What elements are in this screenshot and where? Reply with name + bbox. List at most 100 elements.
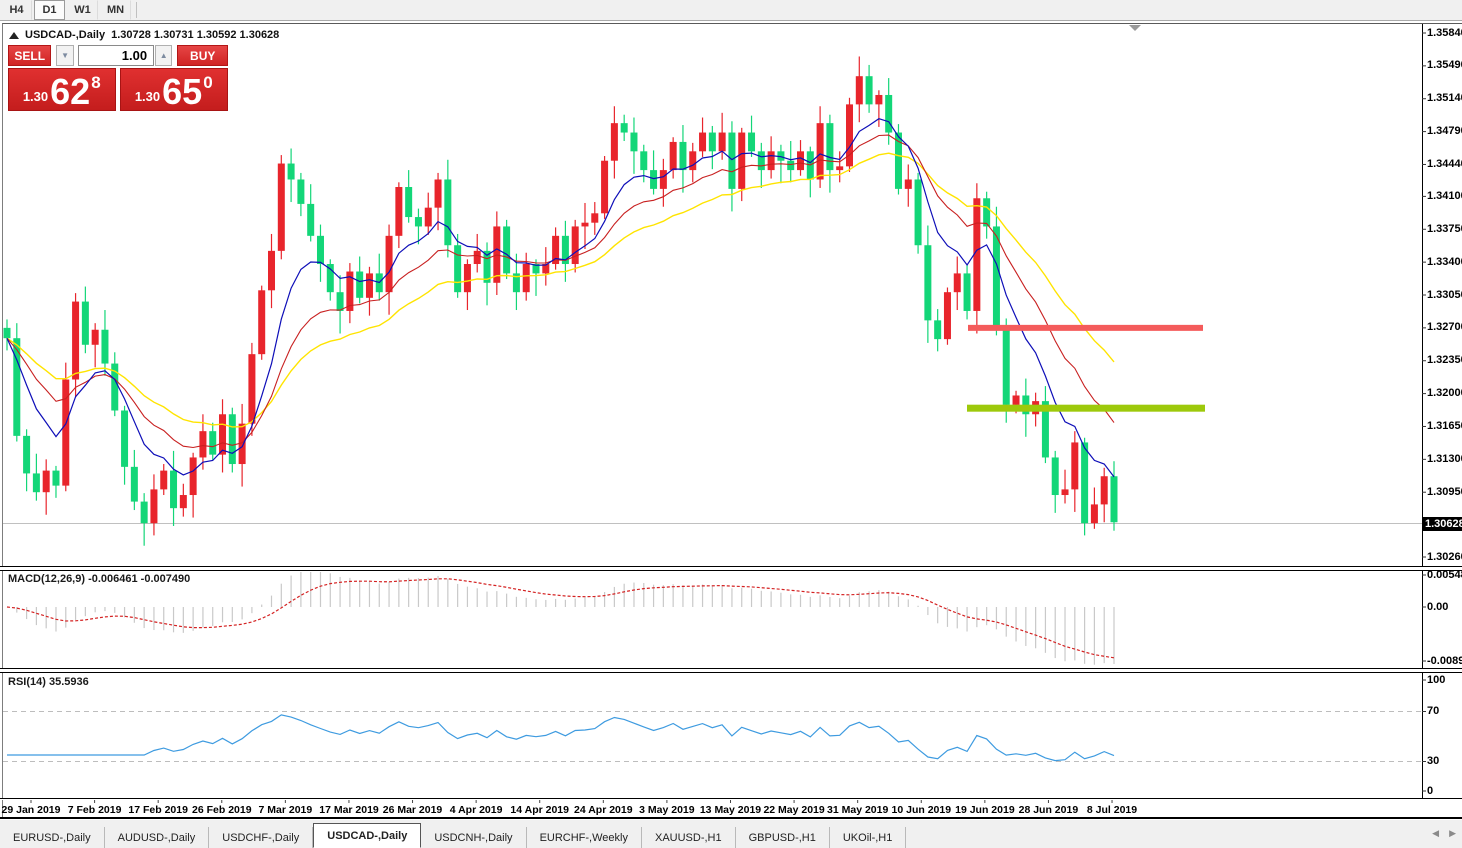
buy-price-box[interactable]: 1.30 65 0 xyxy=(119,68,228,112)
candle-body xyxy=(228,414,236,465)
candle-body xyxy=(767,151,775,171)
candle-body xyxy=(248,354,256,424)
candle-body xyxy=(963,273,971,311)
price-axis-tick: 1.32350 xyxy=(1427,354,1462,367)
spinner-up-icon: ▲ xyxy=(159,51,168,60)
candle-body xyxy=(346,271,354,311)
timeframe-button-d1[interactable]: D1 xyxy=(34,0,65,20)
candle-body xyxy=(983,198,991,227)
candle-body xyxy=(395,187,403,236)
date-axis-label: 8 Jul 2019 xyxy=(1086,804,1138,816)
tab-scroll-right-icon[interactable]: ▶ xyxy=(1449,828,1456,838)
volume-increase-button[interactable]: ▲ xyxy=(155,45,173,66)
sell-price-box[interactable]: 1.30 62 8 xyxy=(8,68,116,111)
candle-body xyxy=(1110,476,1118,523)
candle-body xyxy=(894,132,902,189)
candle-body xyxy=(454,245,462,293)
chart-window-border xyxy=(2,23,1462,820)
candle-body xyxy=(787,160,795,171)
candle-body xyxy=(973,198,981,311)
tabbar-divider xyxy=(0,817,1462,819)
candle-body xyxy=(32,473,40,493)
candle-body xyxy=(875,94,883,105)
tab-scroll-controls: ◀ ▶ xyxy=(1432,828,1456,839)
price-axis-tick: 1.34790 xyxy=(1427,125,1462,138)
tab-audusd-daily[interactable]: AUDUSD-,Daily xyxy=(105,827,210,848)
date-axis-label: 14 Apr 2019 xyxy=(510,804,569,816)
date-axis-label: 7 Mar 2019 xyxy=(258,804,313,816)
panel-separator[interactable] xyxy=(0,668,1462,673)
date-axis-label: 4 Apr 2019 xyxy=(449,804,503,816)
rsi-line xyxy=(7,714,1115,762)
volume-decrease-button[interactable]: ▼ xyxy=(56,45,74,66)
resistance-hline[interactable] xyxy=(968,324,1203,331)
candle-body xyxy=(650,170,658,189)
candle-body xyxy=(522,264,530,293)
tab-usdcad-daily[interactable]: USDCAD-,Daily xyxy=(313,823,422,848)
tab-gbpusd-h1[interactable]: GBPUSD-,H1 xyxy=(736,827,830,848)
candle-body xyxy=(219,414,227,455)
candle-body xyxy=(1061,489,1069,496)
sell-price-prefix: 1.30 xyxy=(22,89,49,104)
candle-body xyxy=(845,104,853,167)
buy-button[interactable]: BUY xyxy=(177,45,228,66)
candle-body xyxy=(669,141,677,171)
candle-body xyxy=(150,489,158,524)
candle-body xyxy=(170,470,178,509)
chart-ohlc-values: 1.30728 1.30731 1.30592 1.30628 xyxy=(111,29,280,41)
candle-body xyxy=(209,431,217,455)
candle-body xyxy=(365,273,373,298)
candle-body xyxy=(620,123,628,133)
rsi-axis-tick: 100 xyxy=(1427,673,1446,686)
date-axis-label: 24 Apr 2019 xyxy=(574,804,633,816)
tab-usdcnh-daily[interactable]: USDCNH-,Daily xyxy=(421,827,527,848)
tab-eurchf-weekly[interactable]: EURCHF-,Weekly xyxy=(527,827,642,848)
panel-separator[interactable] xyxy=(0,566,1462,571)
price-axis-tick: 1.30950 xyxy=(1427,485,1462,498)
tab-eurusd-daily[interactable]: EURUSD-,Daily xyxy=(0,827,105,848)
candle-body xyxy=(268,250,276,291)
candle-body xyxy=(738,132,746,189)
collapse-triangle-icon[interactable] xyxy=(9,31,19,39)
candle-body xyxy=(953,273,961,293)
panel-separator xyxy=(0,798,1462,800)
candle-body xyxy=(23,435,31,474)
candle-body xyxy=(160,470,168,490)
candle-body xyxy=(385,235,393,293)
tab-scroll-left-icon[interactable]: ◀ xyxy=(1432,828,1440,838)
candle-body xyxy=(463,264,471,293)
candle-body xyxy=(356,271,364,298)
candle-body xyxy=(865,76,873,105)
timeframe-button-w1[interactable]: W1 xyxy=(67,0,98,20)
candle-body xyxy=(610,123,618,161)
buy-price-pip: 0 xyxy=(203,73,213,92)
candle-body xyxy=(679,141,687,171)
candle-body xyxy=(121,410,129,467)
candle-body xyxy=(81,301,89,345)
date-axis-label: 3 May 2019 xyxy=(639,804,695,816)
tab-xauusd-h1[interactable]: XAUUSD-,H1 xyxy=(642,827,736,848)
candle-body xyxy=(561,235,569,265)
candle-body xyxy=(826,123,834,171)
price-axis-tick: 1.32700 xyxy=(1427,321,1462,334)
candle-body xyxy=(934,320,942,340)
tab-ukoil-h1[interactable]: UKOil-,H1 xyxy=(830,827,907,848)
candle-body xyxy=(640,151,648,171)
macd-axis-tick: 0.005484 xyxy=(1427,568,1462,581)
candle-body xyxy=(836,166,844,171)
candle-body xyxy=(405,187,413,218)
timeframe-button-h4[interactable]: H4 xyxy=(1,0,32,20)
candle-body xyxy=(62,379,70,486)
support-hline[interactable] xyxy=(967,404,1205,412)
timeframe-button-mn[interactable]: MN xyxy=(100,0,131,20)
price-axis-tick: 1.34100 xyxy=(1427,189,1462,202)
candle-body xyxy=(414,217,422,227)
sell-button[interactable]: SELL xyxy=(8,45,52,66)
date-axis-label: 19 Jun 2019 xyxy=(955,804,1015,816)
candle-body xyxy=(728,132,736,189)
volume-input[interactable]: 1.00 xyxy=(77,45,155,66)
buy-price-big: 65 xyxy=(162,71,203,112)
candle-body xyxy=(943,292,951,340)
tab-usdchf-daily[interactable]: USDCHF-,Daily xyxy=(209,827,314,848)
